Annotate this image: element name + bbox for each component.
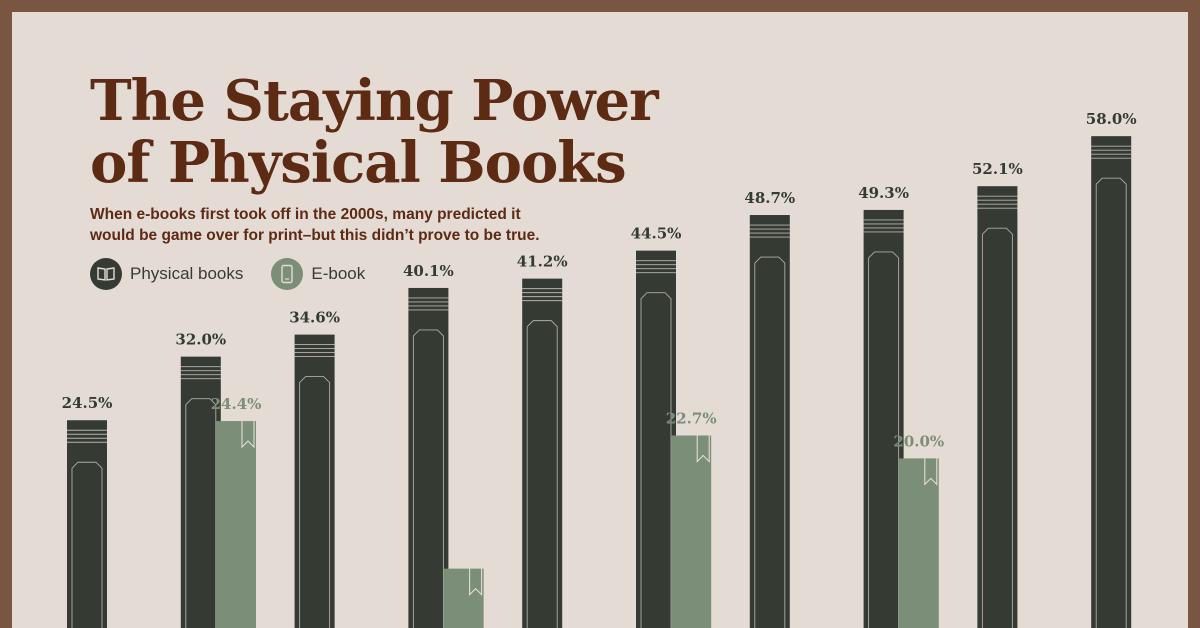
- physical-bar-group: [522, 278, 563, 628]
- physical-bar: [977, 186, 1018, 628]
- ebook-bookmark-icon: [924, 458, 938, 486]
- physical-bar-group: [749, 215, 790, 628]
- ebook-bar-group: [216, 421, 256, 628]
- physical-bar-group: [67, 420, 107, 628]
- ebook-bookmark-icon: [696, 435, 710, 463]
- physical-bar: [294, 334, 335, 628]
- ebook-bookmark-icon: [469, 568, 483, 596]
- page-title: The Staying Power of Physical Books: [90, 68, 659, 196]
- physical-value-label: 32.0%: [175, 331, 226, 349]
- physical-value-label: 48.7%: [744, 189, 795, 207]
- bar-panel-outline: [526, 320, 558, 628]
- physical-bar: [408, 287, 449, 628]
- ebook-value-label: 24.4%: [211, 395, 262, 413]
- bar-panel-outline: [412, 329, 444, 628]
- physical-bar-group: [408, 287, 449, 628]
- physical-bar-group: [180, 356, 221, 628]
- bar-panel-outline: [754, 256, 786, 628]
- physical-bar: [1091, 136, 1132, 628]
- legend-label-physical: Physical books: [130, 264, 244, 283]
- legend-item-ebook: E-book: [271, 258, 365, 290]
- ebook-bar-group: [671, 435, 712, 628]
- physical-bar: [67, 420, 107, 628]
- subtitle: When e-books first took off in the 2000s…: [90, 204, 650, 246]
- physical-value-label: 34.6%: [289, 309, 340, 327]
- subtitle-line-2: would be game over for print–but this di…: [90, 227, 540, 244]
- physical-bar-group: [1091, 136, 1132, 628]
- ebook-bookmark-icon: [241, 421, 255, 449]
- physical-bar-group: [977, 186, 1018, 628]
- physical-value-label: 58.0%: [1086, 110, 1137, 128]
- ebook-bar: [443, 568, 484, 628]
- legend-item-physical: Physical books: [90, 258, 243, 290]
- title-line-1: The Staying Power: [90, 68, 659, 134]
- physical-bar: [636, 250, 676, 628]
- bar-chart: 24.5% 32.0% 34.6% 40.1% 41.2% 44.5% 48.7% 49.3%…: [62, 110, 1137, 628]
- bar-panel-outline: [71, 461, 103, 628]
- physical-bar: [749, 215, 790, 628]
- subtitle-line-1: When e-books first took off in the 2000s…: [90, 206, 521, 223]
- physical-value-label: 24.5%: [62, 394, 113, 412]
- physical-bar-group: [636, 250, 676, 628]
- tablet-icon: [271, 258, 304, 290]
- bar-panel-outline: [640, 292, 672, 628]
- ebook-bar: [898, 458, 939, 628]
- bar-panel-outline: [1095, 177, 1127, 628]
- ebook-bar: [216, 421, 256, 628]
- bar-panel-outline: [981, 227, 1013, 628]
- physical-bar-group: [863, 209, 904, 628]
- physical-bar: [522, 278, 563, 628]
- physical-bar-group: [294, 334, 335, 628]
- physical-bar: [180, 356, 221, 628]
- ebook-value-label: 20.0%: [893, 432, 944, 450]
- physical-value-label: 40.1%: [403, 262, 454, 280]
- ebook-bar-group: [443, 568, 484, 628]
- chart-legend: Physical books E-book: [90, 258, 365, 290]
- physical-value-label: 49.3%: [858, 184, 909, 202]
- physical-value-label: 44.5%: [631, 225, 682, 243]
- bar-panel-outline: [185, 398, 217, 628]
- physical-bar: [863, 209, 904, 628]
- physical-value-label: 52.1%: [972, 160, 1023, 178]
- bar-panel-outline: [868, 251, 900, 628]
- ebook-bar-group: [898, 458, 939, 628]
- physical-value-label: 41.2%: [517, 253, 568, 271]
- title-line-2: of Physical Books: [90, 130, 627, 196]
- ebook-value-label: 22.7%: [666, 410, 717, 428]
- bar-panel-outline: [299, 376, 331, 628]
- open-book-icon: [90, 258, 122, 290]
- ebook-bar: [671, 435, 712, 628]
- legend-label-ebook: E-book: [311, 264, 366, 283]
- infographic-frame: 24.5% 32.0% 34.6% 40.1% 41.2% 44.5% 48.7% 49.3%…: [12, 12, 1188, 628]
